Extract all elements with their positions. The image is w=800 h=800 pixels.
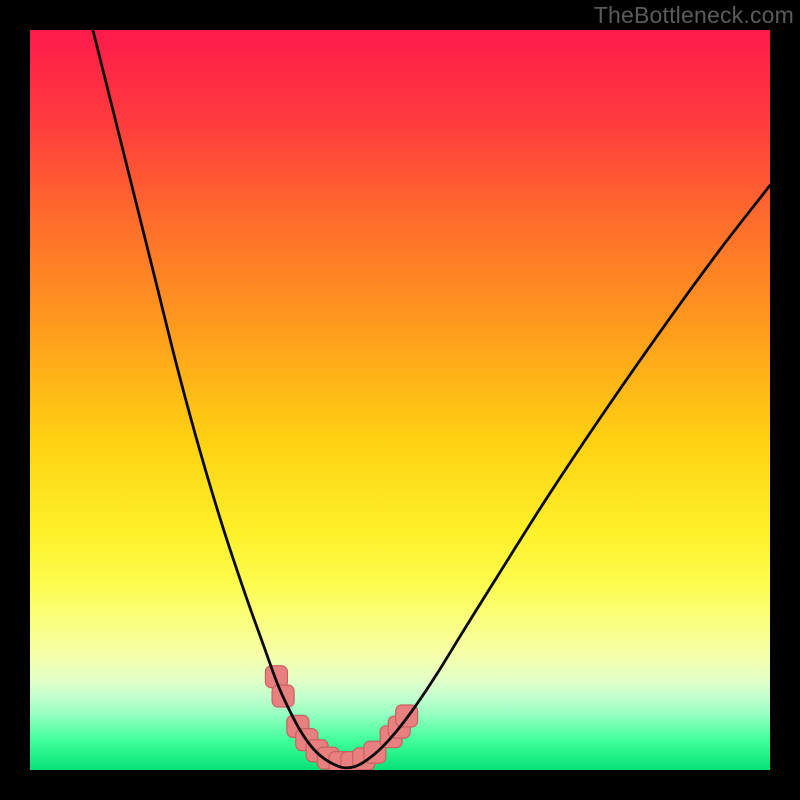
bottleneck-curve-chart	[30, 30, 770, 770]
bottleneck-curve	[93, 30, 770, 768]
watermark-text: TheBottleneck.com	[594, 2, 794, 29]
plot-area	[30, 30, 770, 770]
outer-frame: TheBottleneck.com	[0, 0, 800, 800]
